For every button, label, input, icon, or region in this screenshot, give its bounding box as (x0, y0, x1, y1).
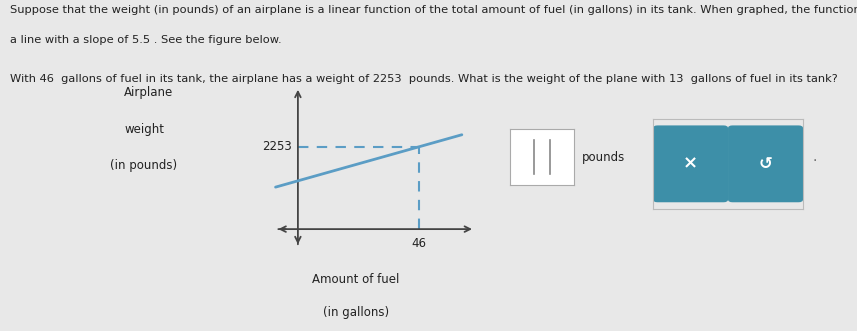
FancyBboxPatch shape (653, 125, 728, 202)
Text: a line with a slope of 5.5 . See the figure below.: a line with a slope of 5.5 . See the fig… (10, 35, 282, 45)
Text: ×: × (683, 155, 698, 173)
Text: ↺: ↺ (758, 155, 772, 173)
Text: 2253: 2253 (262, 140, 292, 153)
Text: 46: 46 (411, 237, 427, 250)
Text: pounds: pounds (582, 151, 625, 164)
Text: (in pounds): (in pounds) (110, 159, 177, 172)
Text: (in gallons): (in gallons) (322, 306, 389, 319)
Text: Suppose that the weight (in pounds) of an airplane is a linear function of the t: Suppose that the weight (in pounds) of a… (10, 5, 857, 15)
Text: weight: weight (124, 122, 165, 136)
Text: With 46  gallons of fuel in its tank, the airplane has a weight of 2253  pounds.: With 46 gallons of fuel in its tank, the… (10, 74, 838, 84)
Text: .: . (812, 150, 817, 164)
Text: Airplane: Airplane (124, 86, 173, 99)
FancyBboxPatch shape (728, 125, 803, 202)
Text: Amount of fuel: Amount of fuel (312, 273, 399, 286)
